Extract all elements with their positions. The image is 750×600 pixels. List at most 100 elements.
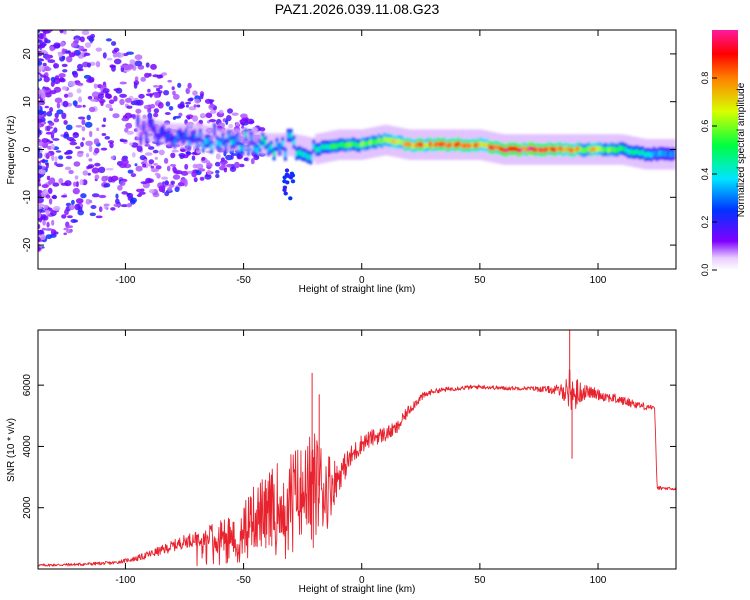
- spectrogram-noise-blob: [43, 76, 50, 83]
- spectrogram-core-cell: [334, 143, 338, 150]
- spectrogram-noise-blob: [129, 142, 133, 146]
- spectrogram-noise-blob: [39, 65, 45, 71]
- spectrogram-noise-blob: [47, 21, 52, 27]
- spectrogram-noise-blob: [66, 56, 73, 63]
- spectrogram-noise-blob: [38, 224, 41, 229]
- spectrogram-core-cell: [315, 146, 319, 153]
- spectrogram-noise-blob: [48, 198, 53, 205]
- spectrogram-core-cell: [244, 131, 248, 138]
- spectrogram-noise-blob: [43, 159, 49, 163]
- spectrogram-noise-blob: [113, 47, 120, 52]
- spectrogram-core-cell: [190, 134, 194, 140]
- spectrogram-noise-blob: [67, 92, 74, 98]
- spectrogram-core-cell: [544, 146, 548, 153]
- spectrogram-core-cell: [343, 142, 347, 149]
- spectrogram-halo-cell: [283, 133, 288, 157]
- spectrogram-noise-blob: [63, 93, 69, 98]
- spectrogram-core-cell: [473, 142, 477, 149]
- spectrogram-core-cell: [471, 142, 474, 148]
- spectrogram-noise-blob: [145, 62, 150, 68]
- spectrogram-noise-blob: [46, 221, 50, 228]
- spectrogram-noise-blob: [68, 52, 76, 58]
- spectrogram-noise-blob: [239, 163, 245, 168]
- spectrogram-noise-blob: [121, 191, 128, 195]
- spectrogram-noise-blob: [115, 198, 120, 205]
- spectrogram-core-cell: [349, 141, 353, 148]
- spectrogram-core-cell: [431, 142, 435, 148]
- spectrogram-core-cell: [400, 139, 404, 145]
- spectrogram-noise-blob: [69, 139, 77, 142]
- spectrogram-x-tick-label: -50: [236, 275, 251, 286]
- spectrogram-core-cell: [635, 148, 639, 155]
- spectrogram-noise-blob: [58, 51, 63, 58]
- spectrogram-core-cell: [405, 141, 409, 147]
- colorbar: 0.0 0.2 0.4 0.6 0.8 Normalized spectral ampl…: [700, 30, 747, 276]
- spectrogram-noise-blob: [38, 189, 43, 194]
- spectrogram-core-cell: [590, 147, 594, 153]
- spectrogram-core-cell: [198, 132, 202, 138]
- spectrogram-noise-blob: [149, 103, 156, 109]
- spectrogram-noise-blob: [67, 215, 73, 219]
- spectrogram-noise-blob: [98, 206, 103, 213]
- spectrogram-noise-blob: [75, 181, 79, 188]
- spectrogram-halo-cell: [136, 117, 140, 141]
- spectrogram-noise-blob: [227, 108, 233, 114]
- spectrogram-noise-blob: [94, 174, 100, 180]
- spectrogram-noise-blob: [185, 101, 192, 105]
- spectrogram-core-cell: [181, 135, 185, 141]
- spectrogram-noise-blob: [226, 163, 234, 168]
- spectrogram-noise-blob: [59, 30, 64, 34]
- spectrogram-noise-blob: [61, 214, 67, 219]
- spectrogram-noise-blob: [205, 112, 213, 119]
- spectrogram-core-cell: [612, 146, 616, 153]
- spectrogram-noise-blob: [45, 194, 51, 199]
- spectrogram-noise-blob: [42, 62, 47, 67]
- spectrogram-noise-blob: [88, 158, 93, 162]
- spectrogram-core-cell: [448, 142, 452, 148]
- spectrogram-noise-blob: [85, 140, 93, 146]
- spectrogram-core-cell: [573, 147, 577, 154]
- spectrogram-core-cell: [646, 151, 650, 157]
- spectrogram-core-cell: [505, 147, 509, 154]
- spectrogram-core-cell: [255, 147, 259, 154]
- spectrogram-noise-blob: [38, 196, 44, 204]
- spectrogram-core-cell: [218, 141, 222, 148]
- spectrogram-noise-blob: [226, 115, 231, 121]
- spectrogram-core-cell: [283, 151, 287, 157]
- spectrogram-halo-cell: [272, 133, 276, 157]
- spectrogram-noise-blob: [108, 99, 115, 104]
- snr-y-tick-label: 2000: [22, 496, 33, 519]
- spectrogram-noise-blob: [44, 162, 49, 166]
- spectrogram-noise-blob: [45, 234, 53, 240]
- spectrogram-noise-blob: [111, 65, 116, 72]
- spectrogram-core-cell: [204, 138, 208, 145]
- spectrogram-noise-blob: [174, 186, 180, 193]
- spectrogram-noise-blob: [52, 182, 60, 187]
- spectrogram-noise-blob: [116, 52, 124, 58]
- spectrogram-image: [38, 21, 676, 252]
- spectrogram-noise-blob: [125, 122, 133, 129]
- spectrogram-noise-blob: [153, 108, 160, 114]
- spectrogram-noise-blob: [188, 106, 197, 111]
- spectrogram-noise-blob: [131, 142, 139, 148]
- spectrogram-noise-blob: [126, 105, 133, 109]
- spectrogram-noise-blob: [44, 92, 52, 98]
- spectrogram-core-cell: [439, 141, 443, 148]
- spectrogram-noise-blob: [59, 24, 63, 28]
- spectrogram-noise-blob: [105, 167, 114, 171]
- spectrogram-noise-blob: [45, 208, 50, 216]
- spectrogram-noise-blob: [147, 108, 152, 113]
- spectrogram-noise-blob: [85, 198, 91, 205]
- spectrogram-noise-blob: [98, 194, 107, 199]
- spectrogram-noise-blob: [86, 78, 94, 83]
- spectrogram-core-cell: [298, 149, 302, 156]
- spectrogram-noise-blob: [235, 121, 240, 127]
- spectrogram-noise-blob: [41, 227, 46, 231]
- spectrogram-noise-blob: [164, 180, 169, 186]
- spectrogram-noise-blob: [126, 192, 131, 197]
- snr-x-tick-label: -100: [115, 575, 135, 586]
- spectrogram-core-cell: [147, 118, 151, 125]
- spectrogram-noise-blob: [49, 90, 57, 95]
- spectrogram-noise-blob: [73, 181, 77, 187]
